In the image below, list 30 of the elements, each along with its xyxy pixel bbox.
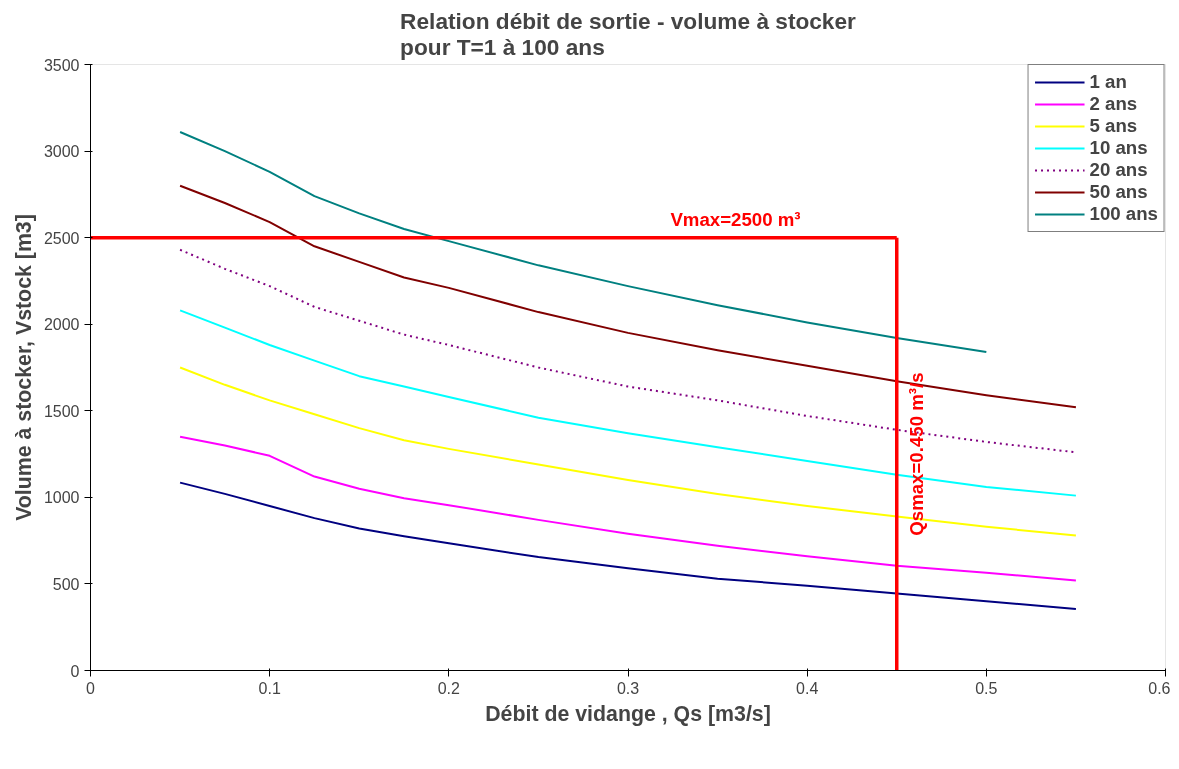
y-tick-label: 3500 (43, 56, 80, 74)
legend-label: 2 ans (1089, 93, 1138, 115)
y-tick-label: 500 (52, 575, 80, 593)
legend-label: 10 ans (1089, 137, 1148, 159)
x-tick-label: 0.6 (1148, 679, 1171, 697)
y-axis-title: Volume à stocker, Vstock [m3] (11, 214, 36, 521)
x-tick-label: 0.3 (616, 679, 640, 697)
legend-label: 50 ans (1089, 181, 1148, 203)
legend-label: 20 ans (1089, 159, 1148, 181)
x-tick-label: 0.5 (975, 679, 998, 697)
x-tick-label: 0 (86, 679, 96, 697)
ref-line-label: Vmax=2500 m³ (670, 208, 801, 230)
x-tick-label: 0.2 (437, 679, 461, 697)
y-tick-label: 2000 (43, 316, 80, 334)
y-tick-label: 1000 (43, 489, 80, 507)
y-tick-label: 2500 (43, 229, 80, 247)
x-tick-label: 0.1 (258, 679, 281, 697)
x-tick-label: 0.4 (796, 679, 819, 697)
y-tick-label: 0 (70, 662, 80, 680)
y-tick-label: 1500 (43, 402, 80, 420)
line-series (179, 131, 988, 353)
legend-label: 5 ans (1089, 115, 1138, 137)
line-series (179, 184, 1077, 409)
ref-line-label: Qsmax=0.450 m³/s (905, 372, 927, 536)
line-series (179, 366, 1077, 537)
x-axis-title: Débit de vidange , Qs [m3/s] (485, 701, 771, 726)
chart-title: Relation débit de sortie - volume à stocker pour T=1 à 100 ans (400, 7, 857, 60)
y-tick-label: 3000 (43, 143, 80, 161)
legend-label: 1 an (1089, 71, 1127, 93)
legend-label: 100 ans (1089, 203, 1158, 225)
